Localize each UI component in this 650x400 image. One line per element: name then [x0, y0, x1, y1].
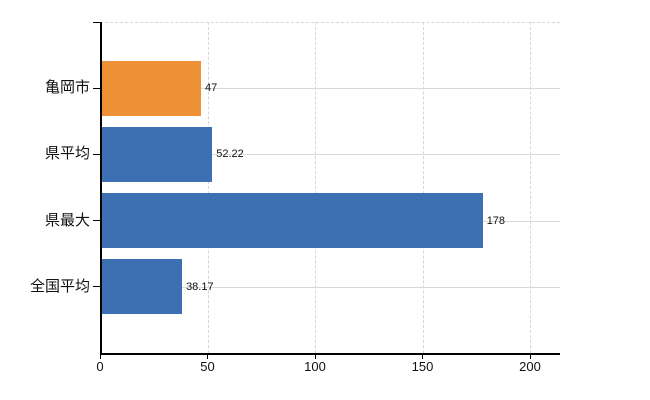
gridline-vertical	[422, 22, 424, 353]
x-axis-tick-label: 50	[200, 359, 215, 374]
bar-value-label: 178	[486, 214, 506, 227]
bar-value-label: 47	[205, 82, 218, 95]
category-label: 県最大	[44, 211, 90, 229]
x-axis-tick	[529, 353, 531, 359]
bar	[100, 126, 213, 182]
y-axis-top-tick	[93, 21, 100, 23]
plot-top-border	[100, 22, 560, 23]
y-axis-tick	[93, 220, 100, 222]
gridline-vertical	[530, 22, 531, 353]
y-axis-tick	[93, 286, 100, 288]
gridline-horizontal	[100, 154, 560, 156]
x-axis-tick-label: 150	[411, 359, 434, 374]
y-axis-line	[100, 22, 102, 353]
category-label: 亀岡市	[44, 79, 90, 97]
bar	[100, 60, 202, 116]
bar-value-label: 38.17	[186, 280, 214, 293]
x-axis-tick	[314, 353, 316, 359]
bar	[100, 193, 483, 249]
x-axis-line	[100, 353, 560, 355]
y-axis-tick	[93, 87, 100, 89]
x-axis-tick	[422, 353, 423, 359]
y-axis-tick	[93, 153, 100, 155]
gridline-vertical	[207, 22, 209, 353]
category-label: 県平均	[44, 145, 90, 163]
bar	[100, 259, 183, 315]
category-label: 全国平均	[29, 277, 90, 295]
x-axis-tick-label: 200	[519, 359, 541, 374]
x-axis-tick	[207, 353, 208, 359]
x-axis-tick	[99, 353, 101, 359]
plot-area: 47 52.22 178 38.17	[93, 21, 560, 359]
x-axis-tick-label: 100	[304, 359, 326, 374]
gridline-horizontal	[100, 88, 560, 90]
x-axis-tick-label: 0	[96, 359, 104, 374]
gridline-vertical	[315, 22, 316, 353]
bar-value-label: 52.22	[216, 148, 244, 161]
gridline-horizontal	[100, 286, 560, 288]
